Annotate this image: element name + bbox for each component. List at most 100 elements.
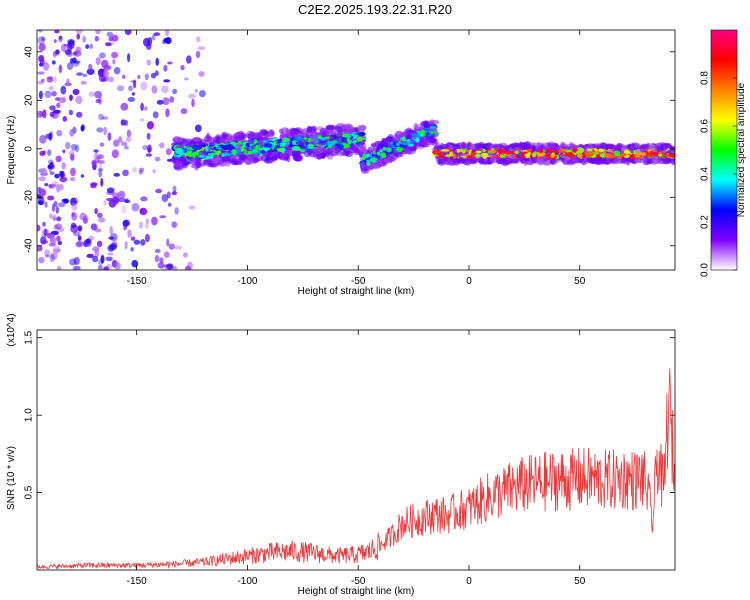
noise-blob xyxy=(184,77,189,81)
noise-blob xyxy=(55,49,60,55)
noise-blob xyxy=(105,256,113,262)
noise-blob xyxy=(37,224,41,232)
noise-blob xyxy=(55,206,59,214)
noise-blob xyxy=(124,119,128,127)
noise-blob xyxy=(46,76,54,80)
signal-blob xyxy=(652,151,659,157)
noise-blob xyxy=(107,76,114,83)
signal-halo xyxy=(550,143,556,148)
signal-blob xyxy=(255,144,260,150)
noise-blob xyxy=(39,150,45,156)
noise-blob xyxy=(75,30,83,35)
noise-blob xyxy=(114,262,121,270)
noise-blob xyxy=(162,97,170,106)
noise-blob xyxy=(137,74,141,80)
signal-blob xyxy=(565,149,572,153)
noise-blob xyxy=(53,200,58,207)
noise-blob xyxy=(80,174,85,178)
signal-halo xyxy=(321,152,326,160)
noise-blob xyxy=(67,39,75,45)
noise-blob xyxy=(124,145,129,150)
signal-blob xyxy=(503,151,512,155)
signal-blob xyxy=(604,153,612,158)
signal-blob xyxy=(320,137,327,141)
signal-blob xyxy=(621,152,627,157)
signal-blob xyxy=(452,153,457,159)
noise-blob xyxy=(138,169,144,175)
noise-blob xyxy=(98,169,103,178)
noise-blob xyxy=(167,203,172,207)
noise-blob xyxy=(66,62,74,70)
noise-blob xyxy=(76,72,83,76)
noise-blob xyxy=(70,153,75,161)
bottom-x-tick-label: -100 xyxy=(237,576,257,587)
signal-blob xyxy=(550,153,555,158)
noise-blob xyxy=(111,34,119,42)
noise-blob xyxy=(131,92,135,96)
top-x-tick-label: -100 xyxy=(237,276,257,287)
noise-blob xyxy=(51,91,57,97)
signal-halo xyxy=(633,158,640,164)
signal-halo xyxy=(248,131,256,137)
noise-blob xyxy=(116,85,125,92)
signal-halo xyxy=(306,150,313,155)
noise-blob xyxy=(69,129,75,137)
noise-blob xyxy=(57,227,65,233)
signal-halo xyxy=(181,163,188,169)
signal-halo xyxy=(452,148,458,154)
noise-blob xyxy=(150,72,157,79)
noise-blob xyxy=(153,32,160,36)
noise-blob xyxy=(157,262,165,269)
noise-blob xyxy=(97,259,104,265)
signal-halo xyxy=(294,154,303,162)
noise-blob xyxy=(197,46,206,50)
noise-blob xyxy=(110,41,115,46)
signal-halo xyxy=(247,136,255,145)
signal-halo xyxy=(425,137,436,143)
signal-blob xyxy=(370,157,378,162)
noise-blob xyxy=(82,73,88,78)
noise-blob xyxy=(76,33,80,40)
signal-blob xyxy=(347,138,352,145)
signal-halo xyxy=(345,127,352,135)
noise-blob xyxy=(70,222,77,229)
noise-blob xyxy=(154,254,160,263)
noise-blob xyxy=(111,149,119,159)
noise-blob xyxy=(97,168,104,172)
noise-blob xyxy=(103,266,109,270)
signal-blob xyxy=(520,154,525,159)
noise-blob xyxy=(144,73,149,81)
signal-halo xyxy=(174,160,181,168)
noise-blob xyxy=(52,51,57,58)
signal-blob xyxy=(307,143,314,149)
noise-blob xyxy=(199,90,206,98)
signal-halo xyxy=(522,144,532,150)
top-y-tick-label: 0 xyxy=(24,146,35,152)
noise-blob xyxy=(94,90,102,99)
noise-blob xyxy=(101,59,109,69)
signal-halo xyxy=(329,134,335,142)
noise-blob xyxy=(62,116,68,122)
noise-blob xyxy=(53,39,57,43)
noise-blob xyxy=(106,187,115,194)
noise-blob xyxy=(38,256,45,264)
noise-blob xyxy=(56,129,63,137)
noise-blob xyxy=(131,202,140,212)
noise-blob xyxy=(75,46,82,53)
noise-blob xyxy=(54,223,63,230)
noise-blob xyxy=(73,256,80,266)
noise-blob xyxy=(107,244,115,252)
noise-blob xyxy=(172,266,178,270)
noise-blob xyxy=(96,154,104,160)
noise-blob xyxy=(164,30,170,37)
noise-blob xyxy=(147,144,152,153)
signal-halo xyxy=(205,132,211,141)
signal-halo xyxy=(243,157,253,165)
noise-blob xyxy=(96,240,103,247)
noise-blob xyxy=(57,183,64,191)
signal-halo xyxy=(301,128,310,135)
signal-halo xyxy=(290,130,298,137)
noise-blob xyxy=(58,64,63,74)
noise-blob xyxy=(155,57,159,66)
